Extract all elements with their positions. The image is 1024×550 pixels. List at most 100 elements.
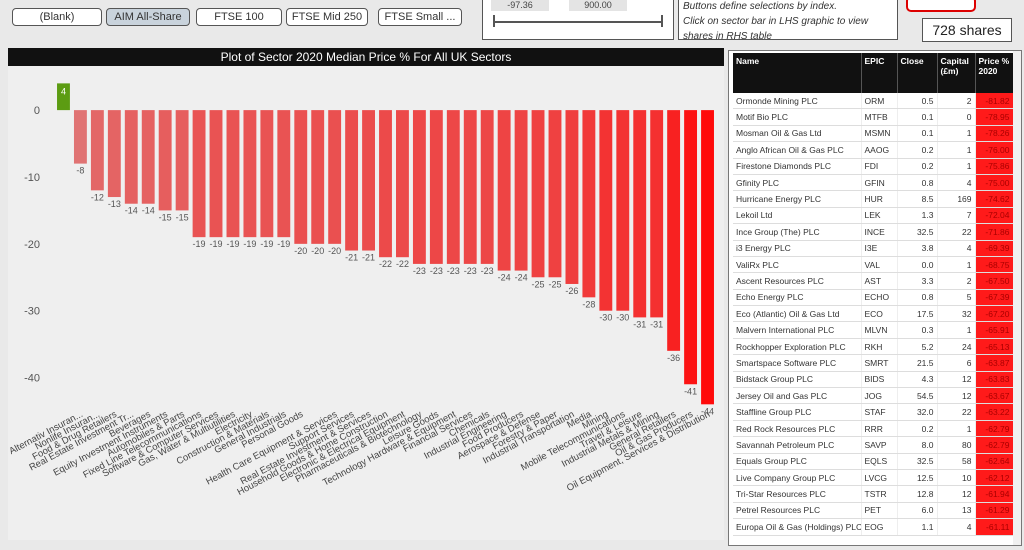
filter-button[interactable]: FTSE Mid 250 [286, 8, 368, 26]
bar[interactable] [345, 110, 359, 251]
red-button[interactable] [906, 0, 976, 12]
bar[interactable] [158, 110, 172, 211]
bar[interactable] [650, 110, 664, 318]
table-row[interactable]: Live Company Group PLC LVCG 12.5 10 -62.12 [733, 469, 1014, 487]
bar[interactable] [243, 110, 257, 238]
table-row[interactable]: i3 Energy PLC I3E 3.8 4 -69.39 [733, 240, 1014, 257]
bar[interactable] [514, 110, 528, 271]
table-row[interactable]: Rockhopper Exploration PLC RKH 5.2 24 -65.13 [733, 338, 1014, 356]
column-header[interactable]: EPIC [861, 53, 898, 93]
bar[interactable] [463, 110, 477, 264]
table-row[interactable]: Savannah Petroleum PLC SAVP 8.0 80 -62.79 [733, 436, 1014, 454]
data-label: -23 [413, 266, 426, 276]
table-row[interactable]: Gfinity PLC GFIN 0.8 4 -75.00 [733, 174, 1014, 192]
bar[interactable] [565, 110, 579, 284]
bar[interactable] [396, 110, 409, 258]
table-row[interactable]: Motif Bio PLC MTFB 0.1 0 -78.95 [733, 108, 1014, 126]
bar[interactable] [328, 110, 342, 244]
table-row[interactable]: ValiRx PLC VAL 0.0 1 -68.75 [733, 256, 1014, 274]
table-row[interactable]: Ascent Resources PLC AST 3.3 2 -67.50 [733, 272, 1014, 290]
bar[interactable] [412, 110, 426, 264]
table-cell: -78.95 [975, 108, 1014, 126]
data-label: -25 [532, 279, 545, 289]
column-header[interactable]: Close [897, 53, 938, 93]
bar[interactable] [633, 110, 647, 318]
bar[interactable] [429, 110, 443, 264]
table-cell: INCE [861, 223, 898, 241]
bar[interactable] [531, 110, 545, 278]
table-row[interactable]: Hurricane Energy PLC HUR 8.5 169 -74.62 [733, 190, 1014, 208]
scrollbar[interactable] [1013, 51, 1021, 545]
table-row[interactable]: Firestone Diamonds PLC FDI 0.2 1 -75.86 [733, 158, 1014, 175]
bar[interactable] [175, 110, 189, 211]
bar[interactable] [311, 110, 325, 244]
table-row[interactable]: Eco (Atlantic) Oil & Gas Ltd ECO 17.5 32 -67… [733, 305, 1014, 323]
bar[interactable] [141, 110, 155, 204]
bar[interactable] [684, 110, 698, 385]
bar[interactable] [701, 110, 714, 405]
table-cell: 0.1 [897, 108, 938, 126]
table-row[interactable]: Ormonde Mining PLC ORM 0.5 2 -81.82 [733, 93, 1014, 110]
table-row[interactable]: Bidstack Group PLC BIDS 4.3 12 -63.83 [733, 371, 1014, 389]
bar[interactable] [260, 110, 274, 238]
table-row[interactable]: Smartspace Software PLC SMRT 21.5 6 -63.87 [733, 354, 1014, 372]
table-cell: -67.50 [975, 272, 1014, 290]
table-row[interactable]: Petrel Resources PLC PET 6.0 13 -61.29 [733, 502, 1014, 520]
table-cell: 1 [937, 420, 976, 438]
bar[interactable] [497, 110, 511, 271]
bar[interactable] [362, 110, 375, 251]
filter-button[interactable]: AIM All-Share [106, 8, 190, 26]
table-row[interactable]: Red Rock Resources PLC RRR 0.2 1 -62.79 [733, 420, 1014, 438]
bar[interactable] [667, 110, 681, 351]
table-row[interactable]: Malvern International PLC MLVN 0.3 1 -65.91 [733, 321, 1014, 339]
table-cell: 0.2 [897, 420, 938, 438]
filter-button[interactable]: (Blank) [12, 8, 102, 26]
bar[interactable] [582, 110, 596, 298]
table-row[interactable]: Europa Oil & Gas (Holdings) PLC EOG 1.1 4 -6… [733, 518, 1014, 536]
column-header[interactable]: Capital (£m) [937, 53, 976, 93]
bar[interactable] [548, 110, 562, 278]
bar[interactable] [124, 110, 138, 204]
column-header[interactable]: Price % 2020 [975, 53, 1014, 93]
bar[interactable] [57, 83, 70, 111]
bar[interactable] [294, 110, 308, 244]
table-row[interactable]: Ince Group (The) PLC INCE 32.5 22 -71.86 [733, 223, 1014, 241]
table-row[interactable]: Tri-Star Resources PLC TSTR 12.8 12 -61.94 [733, 485, 1014, 503]
filter-button[interactable]: FTSE Small ... [378, 8, 462, 26]
table-cell: Petrel Resources PLC [733, 502, 862, 520]
column-header[interactable]: Name [733, 53, 862, 93]
bar[interactable] [446, 110, 460, 264]
table-row[interactable]: Equals Group PLC EQLS 32.5 58 -62.64 [733, 453, 1014, 470]
table-cell: 32.0 [897, 403, 938, 421]
data-label: -14 [125, 206, 138, 216]
table-row[interactable]: Echo Energy PLC ECHO 0.8 5 -67.39 [733, 289, 1014, 307]
bar[interactable] [480, 110, 494, 264]
bar[interactable] [90, 110, 104, 191]
slider-handle[interactable] [661, 15, 663, 27]
bar[interactable] [209, 110, 223, 238]
data-label: -23 [447, 266, 460, 276]
table-row[interactable]: Staffline Group PLC STAF 32.0 22 -63.22 [733, 403, 1014, 421]
table-row[interactable]: Lekoil Ltd LEK 1.3 7 -72.04 [733, 207, 1014, 225]
table-cell: Eco (Atlantic) Oil & Gas Ltd [733, 305, 862, 323]
table-cell: 0.8 [897, 174, 938, 192]
table-row[interactable]: Mosman Oil & Gas Ltd MSMN 0.1 1 -78.26 [733, 125, 1014, 143]
bar[interactable] [277, 110, 291, 238]
table-cell: 1.3 [897, 207, 938, 225]
range-slider[interactable]: -97.36 900.00 [482, 0, 674, 40]
bar[interactable] [599, 110, 613, 311]
slider-handle[interactable] [493, 15, 495, 27]
filter-button[interactable]: FTSE 100 [196, 8, 282, 26]
bar[interactable] [107, 110, 121, 198]
table-cell: RKH [861, 338, 898, 356]
table-row[interactable]: Anglo African Oil & Gas PLC AAOG 0.2 1 -76.0… [733, 141, 1014, 159]
table-cell: VAL [861, 256, 898, 274]
bar[interactable] [226, 110, 240, 238]
bar[interactable] [192, 110, 206, 238]
bar[interactable] [73, 110, 87, 164]
table-row[interactable]: Jersey Oil and Gas PLC JOG 54.5 12 -63.67 [733, 387, 1014, 405]
table-cell: -67.39 [975, 289, 1014, 307]
bar[interactable] [616, 110, 630, 311]
table-cell: 169 [937, 190, 976, 208]
bar[interactable] [379, 110, 392, 258]
